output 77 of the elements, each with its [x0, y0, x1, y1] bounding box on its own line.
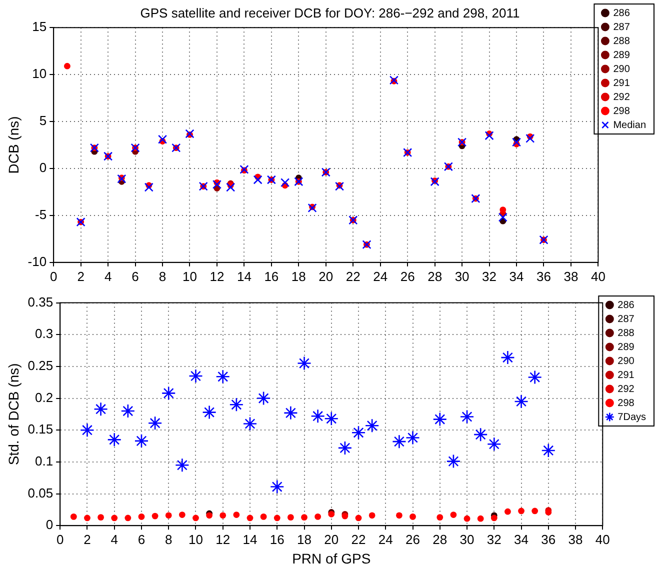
x-tick-label: 2: [84, 532, 91, 547]
legend-label: 290: [618, 356, 635, 367]
legend-label: 298: [613, 106, 630, 117]
y-axis-title: Std. of DCB (ns): [5, 363, 22, 466]
x-tick-label: 12: [210, 268, 224, 284]
x-tick-label: 34: [509, 268, 524, 284]
x-tick-label: 20: [324, 532, 339, 547]
x-tick-label: 28: [432, 532, 448, 547]
y-tick-label: 0.35: [28, 294, 54, 310]
x-tick-label: 10: [188, 532, 203, 547]
y-tick-label: 0.15: [28, 422, 54, 437]
x-tick-label: 14: [242, 532, 258, 547]
x-tick-label: 16: [270, 532, 284, 547]
x-tick-label: 34: [514, 532, 529, 547]
y-tick-label: 10: [32, 66, 47, 82]
x-tick-label: 18: [297, 532, 312, 547]
x-tick-label: 10: [182, 268, 197, 284]
x-tick-label: 6: [138, 532, 146, 547]
x-tick-label: 32: [482, 268, 497, 284]
x-tick-label: 26: [400, 268, 415, 284]
x-axis-title: PRN of GPS: [292, 550, 371, 566]
legend-label: 289: [613, 50, 630, 61]
x-tick-label: 36: [536, 268, 551, 284]
x-tick-label: 28: [428, 268, 442, 284]
legend-label: 292: [613, 92, 630, 103]
x-tick-label: 4: [110, 532, 118, 547]
legend-label: 288: [613, 36, 630, 47]
x-tick-label: 26: [406, 532, 420, 547]
y-tick-label: 0.3: [35, 326, 54, 342]
y-tick-label: 0: [39, 160, 47, 176]
x-tick-label: 40: [595, 532, 610, 547]
x-tick-label: 8: [164, 532, 172, 547]
x-tick-label: 18: [291, 268, 306, 284]
legend-label: 286: [613, 8, 630, 19]
legend-label: 289: [618, 342, 635, 353]
legend-label: 7Days: [618, 412, 646, 423]
legend-label: 290: [613, 64, 630, 75]
y-axis-title: DCB (ns): [5, 116, 22, 174]
legend-label: 291: [618, 370, 635, 381]
x-tick-label: 2: [77, 268, 84, 284]
x-tick-label: 38: [564, 268, 578, 284]
x-tick-label: 6: [132, 268, 139, 284]
chart-title: GPS satellite and receiver DCB for DOY: 286-−292 and 298, 2011: [140, 5, 520, 20]
y-tick-label: -5: [35, 207, 47, 222]
legend-label: 286: [618, 300, 635, 311]
y-tick-label: -10: [28, 254, 47, 269]
legend-label: 298: [618, 398, 635, 409]
y-tick-label: 0.05: [28, 485, 54, 500]
x-tick-label: 40: [590, 268, 606, 284]
x-tick-label: 14: [236, 268, 252, 284]
x-tick-label: 16: [264, 268, 279, 284]
x-tick-label: 8: [158, 268, 166, 284]
legend-label: 288: [618, 328, 635, 339]
y-tick-label: 0.1: [35, 454, 54, 469]
x-tick-label: 20: [318, 268, 334, 284]
x-tick-label: 4: [104, 268, 112, 284]
y-tick-label: 0: [46, 517, 54, 532]
x-tick-label: 30: [460, 532, 474, 547]
y-tick-label: 0.2: [35, 390, 54, 405]
legend-label: Median: [613, 120, 646, 131]
y-tick-label: 0.25: [28, 358, 54, 374]
legend-label: 291: [613, 78, 630, 89]
x-tick-label: 24: [378, 532, 393, 547]
legend-label: 287: [613, 22, 630, 33]
x-tick-label: 0: [56, 532, 64, 547]
x-tick-label: 32: [486, 532, 502, 547]
x-tick-label: 22: [351, 532, 366, 547]
x-tick-label: 24: [373, 268, 388, 284]
legend-label: 292: [618, 384, 635, 395]
x-tick-label: 12: [216, 532, 230, 547]
x-tick-label: 30: [454, 268, 470, 284]
y-tick-label: 15: [32, 19, 47, 34]
legend-label: 287: [618, 314, 635, 325]
y-tick-label: 5: [39, 113, 47, 128]
x-tick-label: 38: [568, 532, 583, 547]
x-tick-label: 22: [346, 268, 360, 284]
x-tick-label: 36: [541, 532, 556, 547]
